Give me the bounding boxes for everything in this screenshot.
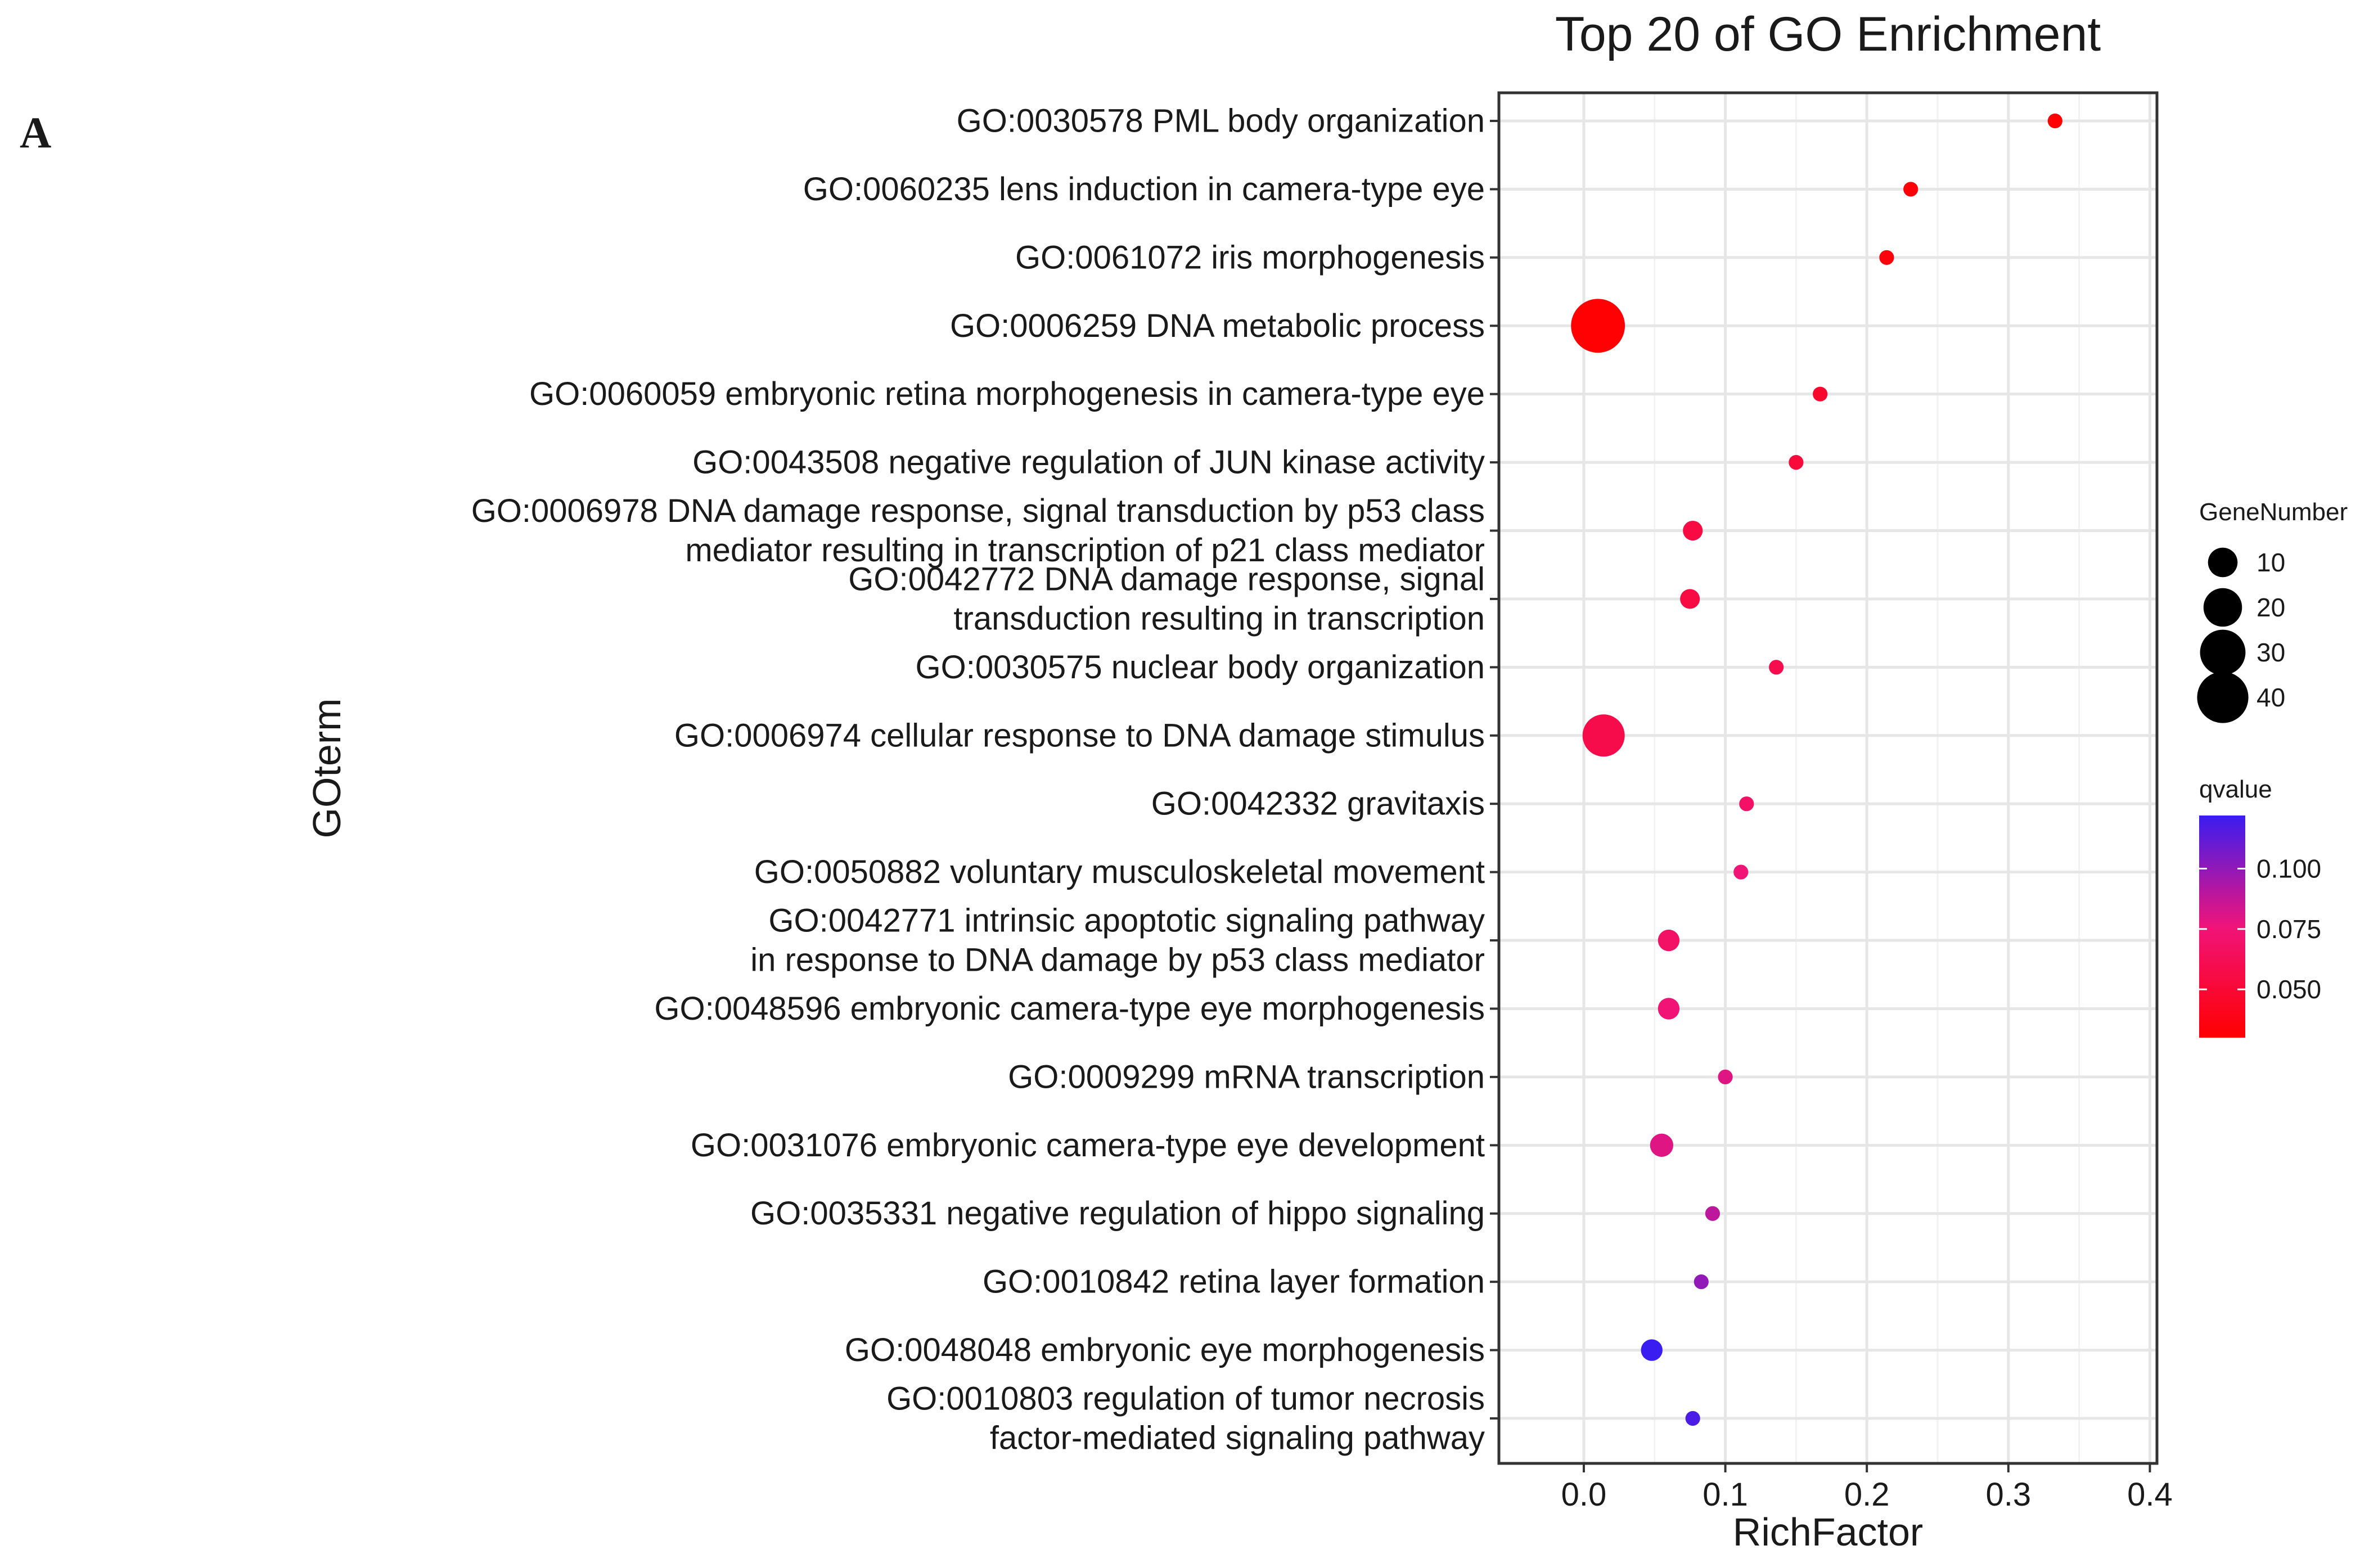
qvalue-colorbar	[2199, 815, 2245, 1038]
y-tick-label: GO:0048048 embryonic eye morphogenesis	[845, 1332, 1485, 1368]
y-tick-label: GO:0042771 intrinsic apoptotic signaling…	[768, 903, 1485, 939]
data-point	[1571, 299, 1625, 353]
x-axis-ticks: 0.0 0.1 0.2 0.3 0.4	[1561, 1463, 2173, 1513]
color-legend: qvalue 0.050 0.075 0.100	[2199, 776, 2321, 1038]
data-point	[1718, 1069, 1733, 1084]
size-legend-dot	[2200, 629, 2246, 675]
size-legend-label: 20	[2257, 593, 2285, 622]
y-tick-label: GO:0010842 retina layer formation	[983, 1264, 1485, 1300]
data-points	[1571, 113, 2062, 1426]
y-tick-label: GO:0031076 embryonic camera-type eye dev…	[691, 1127, 1485, 1164]
color-legend-title: qvalue	[2199, 776, 2272, 803]
panel-label: A	[20, 108, 51, 157]
color-legend-label: 0.075	[2257, 914, 2321, 944]
y-tick-label: in response to DNA damage by p53 class m…	[750, 942, 1485, 979]
data-point	[1650, 1133, 1673, 1157]
data-point	[1903, 182, 1918, 197]
y-tick-label: mediator resulting in transcription of p…	[685, 532, 1485, 569]
size-legend-dot	[2208, 547, 2238, 578]
size-legend-dot	[2203, 588, 2242, 627]
grid-lines	[1499, 93, 2157, 1463]
data-point	[1733, 864, 1749, 880]
y-tick-label: GO:0061072 iris morphogenesis	[1015, 239, 1485, 276]
y-tick-label: GO:0006978 DNA damage response, signal t…	[471, 493, 1485, 529]
y-tick-label: GO:0042772 DNA damage response, signal	[848, 561, 1485, 597]
y-tick-label: GO:0048596 embryonic camera-type eye mor…	[654, 990, 1485, 1027]
x-tick-label: 0.4	[2127, 1476, 2173, 1513]
plot-border	[1497, 91, 2159, 1465]
y-tick-label: GO:0030575 nuclear body organization	[916, 649, 1485, 686]
x-tick-label: 0.2	[1844, 1476, 1890, 1513]
data-point	[1879, 250, 1894, 265]
data-point	[1582, 714, 1625, 757]
x-axis-label: RichFactor	[1733, 1510, 1923, 1554]
y-tick-label: GO:0006259 DNA metabolic process	[950, 308, 1485, 344]
y-tick-label: GO:0042332 gravitaxis	[1151, 786, 1485, 822]
data-point	[1769, 660, 1784, 675]
y-axis-ticks	[1490, 120, 1499, 1420]
y-axis-labels: GO:0030578 PML body organization GO:00602…	[471, 103, 1485, 1457]
y-tick-label: GO:0006974 cellular response to DNA dama…	[674, 717, 1485, 754]
chart-title: Top 20 of GO Enrichment	[1555, 7, 2101, 61]
y-tick-label: transduction resulting in transcription	[953, 600, 1485, 637]
data-point	[1739, 796, 1754, 812]
color-legend-label: 0.050	[2257, 975, 2321, 1004]
x-tick-label: 0.0	[1561, 1476, 1607, 1513]
y-tick-label: factor-mediated signaling pathway	[990, 1420, 1485, 1457]
y-tick-label: GO:0050882 voluntary musculoskeletal mov…	[754, 854, 1485, 890]
data-point	[1680, 589, 1700, 609]
data-point	[1683, 520, 1703, 541]
data-point	[2047, 113, 2062, 129]
data-point	[1685, 1411, 1700, 1426]
y-tick-label: GO:0043508 negative regulation of JUN ki…	[692, 444, 1485, 481]
data-point	[1789, 455, 1804, 470]
data-point	[1658, 929, 1680, 952]
y-tick-label: GO:0009299 mRNA transcription	[1008, 1058, 1485, 1095]
data-point	[1813, 386, 1828, 402]
size-legend-title: GeneNumber	[2199, 498, 2348, 526]
size-legend: GeneNumber 10 20 30 40	[2197, 498, 2348, 723]
y-tick-label: GO:0030578 PML body organization	[957, 103, 1485, 139]
data-point	[1705, 1206, 1721, 1221]
color-legend-label: 0.100	[2257, 854, 2321, 883]
data-point	[1658, 998, 1680, 1020]
y-tick-label: GO:0060235 lens induction in camera-type…	[803, 171, 1485, 208]
size-legend-label: 10	[2257, 548, 2285, 577]
x-tick-label: 0.1	[1703, 1476, 1748, 1513]
data-point	[1694, 1274, 1709, 1290]
y-tick-label: GO:0060059 embryonic retina morphogenesi…	[529, 376, 1485, 412]
y-axis-label: GOterm	[305, 699, 349, 839]
x-tick-label: 0.3	[1985, 1476, 2031, 1513]
size-legend-dot	[2197, 672, 2249, 723]
y-tick-label: GO:0010803 regulation of tumor necrosis	[886, 1381, 1485, 1417]
y-tick-label: GO:0035331 negative regulation of hippo …	[750, 1195, 1485, 1232]
size-legend-label: 30	[2257, 638, 2285, 667]
data-point	[1641, 1339, 1663, 1361]
size-legend-label: 40	[2257, 683, 2285, 712]
